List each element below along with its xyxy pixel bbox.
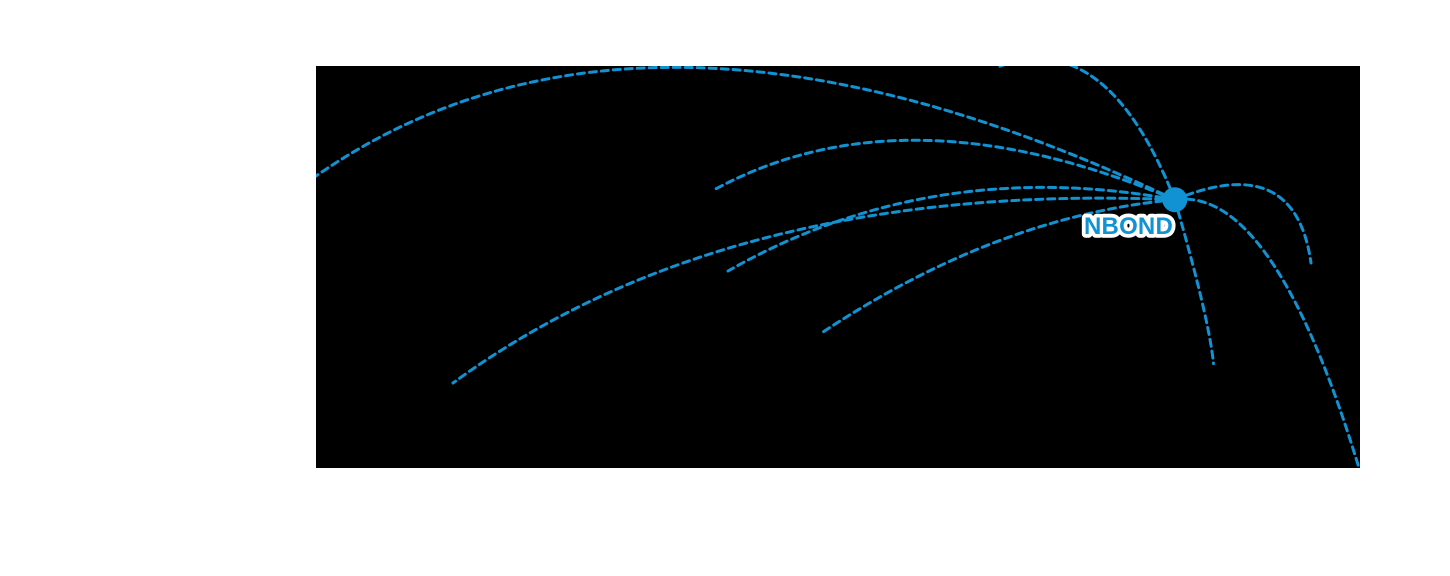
svg-text:NBOND: NBOND [1084,213,1173,240]
